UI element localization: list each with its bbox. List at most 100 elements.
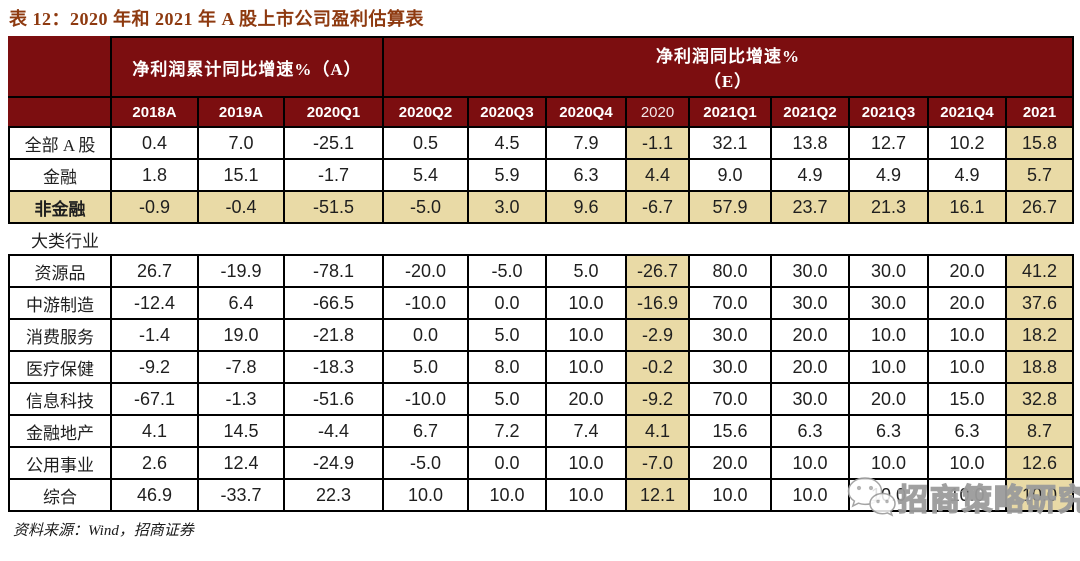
col-header-2020: 2020 bbox=[625, 96, 690, 128]
value-cell: 10.0 bbox=[770, 478, 850, 512]
group-header-cumulative: 净利润累计同比增速%（A） bbox=[110, 36, 384, 98]
value-cell: -25.1 bbox=[283, 126, 384, 160]
value-cell: 30.0 bbox=[848, 254, 929, 288]
value-cell: 4.1 bbox=[110, 414, 199, 448]
row-label: 金融地产 bbox=[8, 414, 112, 448]
col-header-2019A: 2019A bbox=[197, 96, 285, 128]
value-cell: 4.9 bbox=[770, 158, 850, 192]
value-cell: 10.0 bbox=[545, 350, 627, 384]
corner-cell bbox=[8, 96, 112, 128]
data-source: 资料来源：Wind，招商证券 bbox=[13, 523, 194, 539]
value-cell: -12.4 bbox=[110, 286, 199, 320]
value-cell: -6.7 bbox=[625, 190, 690, 224]
value-cell: 20.0 bbox=[770, 318, 850, 352]
value-cell: 70.0 bbox=[688, 382, 772, 416]
col-header-2021: 2021 bbox=[1004, 96, 1075, 128]
section-label: 大类行业 bbox=[9, 222, 1074, 256]
table-row: 医疗保健 -9.2 -7.8 -18.3 5.0 8.0 10.0 -0.2 30.0 20.0 1… bbox=[8, 350, 1075, 384]
row-label: 中游制造 bbox=[8, 286, 112, 320]
table-body: 全部 A 股 0.4 7.0 -25.1 0.5 4.5 7.9 -1.1 32.1 13.8 12… bbox=[8, 126, 1075, 512]
value-cell: 4.9 bbox=[927, 158, 1007, 192]
value-cell: 2.6 bbox=[110, 446, 199, 480]
value-cell: -1.3 bbox=[197, 382, 285, 416]
value-cell: 6.3 bbox=[927, 414, 1007, 448]
value-cell: -7.8 bbox=[197, 350, 285, 384]
table-row: 资源品 26.7 -19.9 -78.1 -20.0 -5.0 5.0 -26.7 80.0 30… bbox=[8, 254, 1075, 288]
value-cell: 3.0 bbox=[467, 190, 547, 224]
value-cell: 20.0 bbox=[848, 382, 929, 416]
table-row: 中游制造 -12.4 6.4 -66.5 -10.0 0.0 10.0 -16.9 70.0 30… bbox=[8, 286, 1075, 320]
value-cell: -67.1 bbox=[110, 382, 199, 416]
value-cell: -5.0 bbox=[467, 254, 547, 288]
value-cell: 0.4 bbox=[110, 126, 199, 160]
col-header-2021Q2: 2021Q2 bbox=[770, 96, 850, 128]
value-cell: 6.3 bbox=[545, 158, 627, 192]
value-cell: -9.2 bbox=[625, 382, 690, 416]
row-label: 全部 A 股 bbox=[8, 126, 112, 160]
value-cell: -1.7 bbox=[283, 158, 384, 192]
value-cell: 37.6 bbox=[1004, 286, 1075, 320]
value-cell: 21.3 bbox=[848, 190, 929, 224]
value-cell: -18.3 bbox=[283, 350, 384, 384]
value-cell: -0.4 bbox=[197, 190, 285, 224]
value-cell: 20.0 bbox=[927, 286, 1007, 320]
value-cell: -5.0 bbox=[382, 190, 469, 224]
value-cell: 10.0 bbox=[545, 318, 627, 352]
value-cell: 20.0 bbox=[770, 350, 850, 384]
table-row: 信息科技 -67.1 -1.3 -51.6 -10.0 5.0 20.0 -9.2 70.0 30… bbox=[8, 382, 1075, 416]
section-row: 大类行业 bbox=[9, 222, 1074, 256]
group-header-yoy: 净利润同比增速% （E） bbox=[381, 36, 1075, 98]
value-cell: 10.0 bbox=[467, 478, 547, 512]
value-cell: 15.1 bbox=[197, 158, 285, 192]
value-cell: -4.4 bbox=[283, 414, 384, 448]
value-cell: 10.0 bbox=[545, 478, 627, 512]
value-cell: 18.2 bbox=[1004, 318, 1075, 352]
row-label: 资源品 bbox=[8, 254, 112, 288]
value-cell: 10.0 bbox=[848, 446, 929, 480]
value-cell: -0.2 bbox=[625, 350, 690, 384]
value-cell: 5.0 bbox=[382, 350, 469, 384]
value-cell: 13.8 bbox=[770, 126, 850, 160]
value-cell: 26.7 bbox=[110, 254, 199, 288]
value-cell: 7.2 bbox=[467, 414, 547, 448]
group-header-row: 净利润累计同比增速%（A） 净利润同比增速% （E） bbox=[8, 36, 1075, 98]
value-cell: -2.9 bbox=[625, 318, 690, 352]
value-cell: 20.0 bbox=[688, 446, 772, 480]
value-cell: 5.4 bbox=[382, 158, 469, 192]
value-cell: 6.4 bbox=[197, 286, 285, 320]
value-cell: 4.4 bbox=[625, 158, 690, 192]
value-cell: 5.9 bbox=[467, 158, 547, 192]
row-label: 医疗保健 bbox=[8, 350, 112, 384]
value-cell: 18.8 bbox=[1004, 350, 1075, 384]
value-cell: 10.0 bbox=[848, 318, 929, 352]
col-header-2021Q3: 2021Q3 bbox=[848, 96, 929, 128]
table-row: 消费服务 -1.4 19.0 -21.8 0.0 5.0 10.0 -2.9 30.0 20.0 1… bbox=[8, 318, 1075, 352]
value-cell: 22.3 bbox=[283, 478, 384, 512]
value-cell: 10.0 bbox=[927, 446, 1007, 480]
row-label: 公用事业 bbox=[8, 446, 112, 480]
value-cell: 5.7 bbox=[1004, 158, 1075, 192]
value-cell: -24.9 bbox=[283, 446, 384, 480]
value-cell: 8.0 bbox=[467, 350, 547, 384]
value-cell: 9.6 bbox=[545, 190, 627, 224]
value-cell: 10.0 bbox=[382, 478, 469, 512]
value-cell: 30.0 bbox=[770, 382, 850, 416]
table-row: 金融 1.8 15.1 -1.7 5.4 5.9 6.3 4.4 9.0 4.9 4.9 4.9 5.7 bbox=[8, 158, 1075, 192]
table-title: 表 12：2020 年和 2021 年 A 股上市公司盈利估算表 bbox=[9, 9, 425, 29]
row-label: 消费服务 bbox=[8, 318, 112, 352]
value-cell: 57.9 bbox=[688, 190, 772, 224]
value-cell: -21.8 bbox=[283, 318, 384, 352]
value-cell: 80.0 bbox=[688, 254, 772, 288]
row-label: 非金融 bbox=[8, 190, 112, 224]
corner-cell bbox=[8, 36, 112, 98]
value-cell: -10.0 bbox=[382, 382, 469, 416]
value-cell: 6.3 bbox=[848, 414, 929, 448]
value-cell: -78.1 bbox=[283, 254, 384, 288]
value-cell: 19.0 bbox=[197, 318, 285, 352]
value-cell: 10.0 bbox=[1004, 478, 1075, 512]
value-cell: -10.0 bbox=[382, 286, 469, 320]
value-cell: 30.0 bbox=[848, 286, 929, 320]
table-row: 综合 46.9 -33.7 22.3 10.0 10.0 10.0 12.1 10.0 10.0 1… bbox=[8, 478, 1075, 512]
value-cell: 30.0 bbox=[770, 254, 850, 288]
value-cell: 4.1 bbox=[625, 414, 690, 448]
